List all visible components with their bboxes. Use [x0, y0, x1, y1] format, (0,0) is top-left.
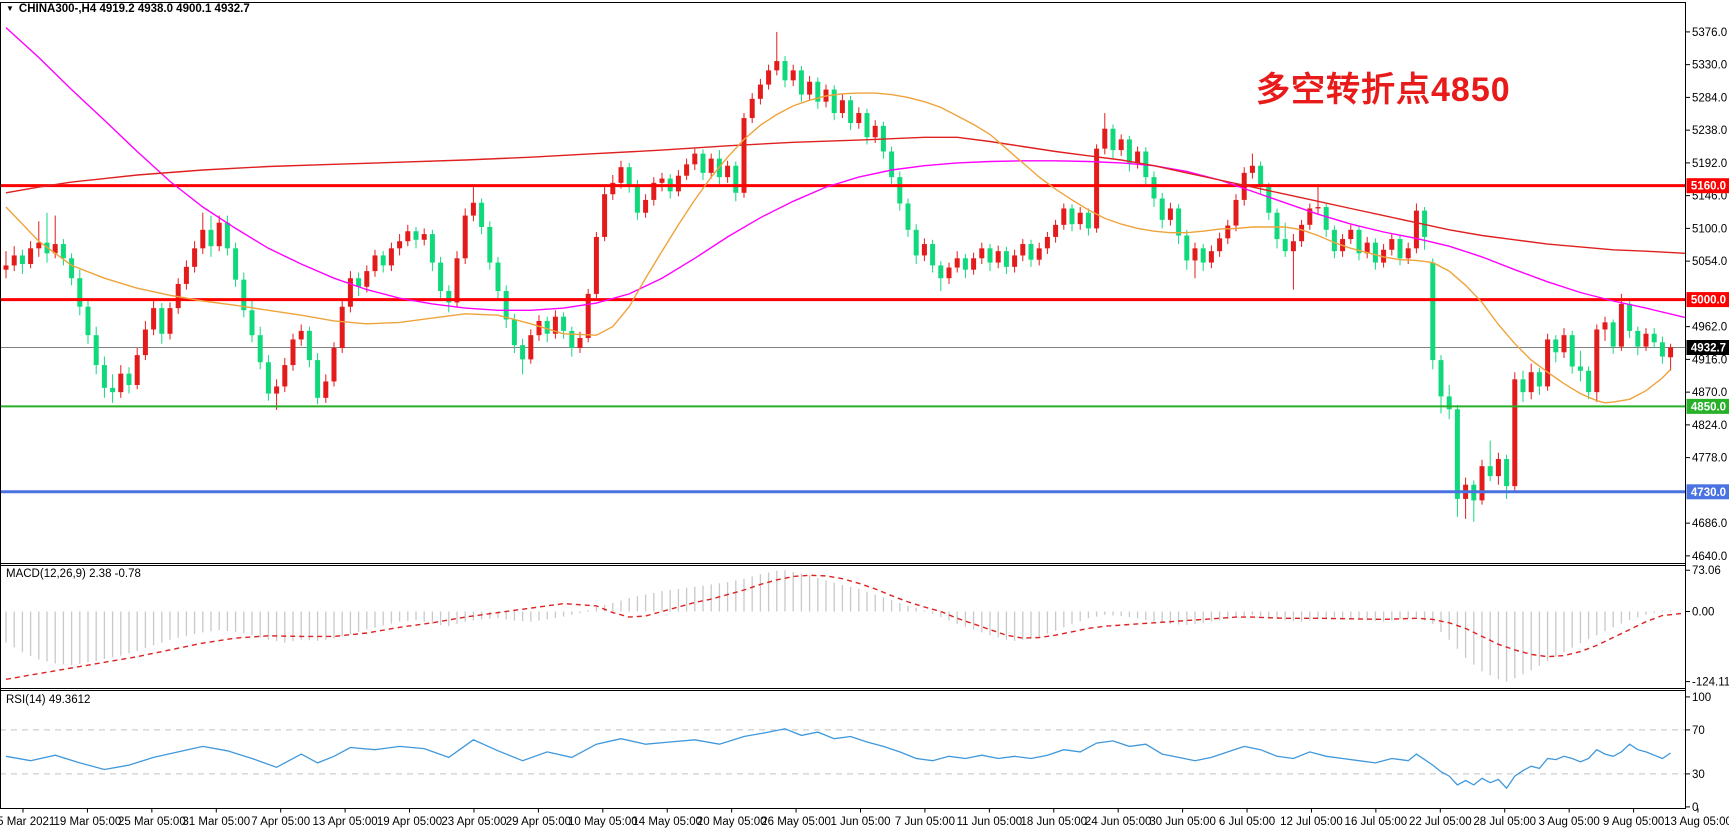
svg-text:5054.0: 5054.0: [1692, 256, 1727, 268]
svg-text:26 May 05:00: 26 May 05:00: [761, 816, 831, 828]
panel-borders: [0, 2, 1686, 809]
svg-text:5376.0: 5376.0: [1692, 27, 1727, 39]
chevron-down-icon[interactable]: ▼: [6, 4, 14, 13]
svg-text:5100.0: 5100.0: [1692, 223, 1727, 235]
svg-text:4686.0: 4686.0: [1692, 518, 1727, 530]
svg-text:19 Mar 05:00: 19 Mar 05:00: [54, 816, 122, 828]
svg-text:20 May 05:00: 20 May 05:00: [697, 816, 767, 828]
svg-text:6 Jul 05:00: 6 Jul 05:00: [1219, 816, 1275, 828]
svg-text:4824.0: 4824.0: [1692, 420, 1727, 432]
svg-text:5000.0: 5000.0: [1691, 295, 1726, 307]
svg-text:11 Jun 05:00: 11 Jun 05:00: [957, 816, 1023, 828]
ma-slow-red: [5, 136, 1686, 254]
symbol-info-bar: ▼ CHINA300-,H4 4919.2 4938.0 4900.1 4932…: [6, 3, 250, 15]
annotation-text: 多空转折点4850: [1256, 71, 1511, 109]
svg-text:14 May 05:00: 14 May 05:00: [632, 816, 702, 828]
svg-text:25 Mar 05:00: 25 Mar 05:00: [118, 816, 186, 828]
svg-text:30: 30: [1692, 769, 1705, 781]
svg-text:7 Jun 05:00: 7 Jun 05:00: [895, 816, 955, 828]
rsi-indicator-label: RSI(14) 49.3612: [6, 694, 91, 706]
svg-text:4870.0: 4870.0: [1692, 387, 1727, 399]
ma-mid-orange: [5, 92, 1672, 404]
svg-text:5160.0: 5160.0: [1691, 181, 1726, 193]
svg-text:19 Apr 05:00: 19 Apr 05:00: [377, 816, 442, 828]
svg-text:-124.11: -124.11: [1692, 677, 1729, 689]
svg-text:0.00: 0.00: [1692, 607, 1714, 619]
svg-text:29 Apr 05:00: 29 Apr 05:00: [506, 816, 571, 828]
symbol-ohlc-text: CHINA300-,H4 4919.2 4938.0 4900.1 4932.7: [18, 3, 250, 15]
svg-text:0: 0: [1692, 802, 1698, 814]
svg-text:4932.7: 4932.7: [1691, 342, 1726, 354]
svg-text:1 Jun 05:00: 1 Jun 05:00: [830, 816, 890, 828]
svg-text:4778.0: 4778.0: [1692, 453, 1727, 465]
svg-text:15 Mar 2021: 15 Mar 2021: [0, 816, 55, 828]
svg-text:28 Jul 05:00: 28 Jul 05:00: [1473, 816, 1536, 828]
price-axis: 5376.0 5330.0 5284.0 5238.0 5192.0 5146.0 5100…: [1685, 27, 1729, 563]
svg-text:5284.0: 5284.0: [1692, 92, 1727, 104]
macd-panel: [5, 570, 1686, 682]
svg-text:100: 100: [1692, 692, 1711, 704]
candlestick-series: [3, 31, 1674, 522]
svg-text:16 Jul 05:00: 16 Jul 05:00: [1345, 816, 1408, 828]
svg-text:13 Apr 05:00: 13 Apr 05:00: [312, 816, 377, 828]
svg-text:4962.0: 4962.0: [1692, 322, 1727, 334]
svg-text:24 Jun 05:00: 24 Jun 05:00: [1085, 816, 1152, 828]
svg-text:23 Apr 05:00: 23 Apr 05:00: [441, 816, 506, 828]
svg-text:5146.0: 5146.0: [1692, 191, 1727, 203]
moving-averages: [5, 27, 1686, 404]
svg-text:12 Jul 05:00: 12 Jul 05:00: [1280, 816, 1343, 828]
svg-text:4850.0: 4850.0: [1691, 401, 1726, 413]
svg-text:22 Jul 05:00: 22 Jul 05:00: [1409, 816, 1472, 828]
svg-text:5192.0: 5192.0: [1692, 158, 1727, 170]
svg-text:70: 70: [1692, 725, 1705, 737]
ma-fast-magenta: [5, 27, 1686, 319]
rsi-panel: [0, 728, 1685, 790]
indicator-axes: 73.06 0.00 -124.11 100 70 30 0: [1685, 565, 1729, 814]
svg-text:4730.0: 4730.0: [1691, 487, 1726, 499]
svg-text:73.06: 73.06: [1692, 565, 1721, 577]
svg-text:3 Aug 05:00: 3 Aug 05:00: [1538, 816, 1599, 828]
svg-text:5330.0: 5330.0: [1692, 60, 1727, 72]
price-level-lines: [0, 184, 1685, 494]
svg-text:4640.0: 4640.0: [1692, 551, 1727, 563]
svg-text:31 Mar 05:00: 31 Mar 05:00: [182, 816, 250, 828]
svg-text:10 May 05:00: 10 May 05:00: [568, 816, 638, 828]
svg-text:9 Aug 05:00: 9 Aug 05:00: [1603, 816, 1664, 828]
svg-text:13 Aug 05:00: 13 Aug 05:00: [1664, 816, 1729, 828]
svg-text:30 Jun 05:00: 30 Jun 05:00: [1149, 816, 1216, 828]
svg-text:4916.0: 4916.0: [1692, 354, 1727, 366]
macd-indicator-label: MACD(12,26,9) 2.38 -0.78: [6, 568, 141, 580]
svg-text:7 Apr 05:00: 7 Apr 05:00: [251, 816, 310, 828]
svg-text:18 Jun 05:00: 18 Jun 05:00: [1021, 816, 1088, 828]
svg-text:5238.0: 5238.0: [1692, 125, 1727, 137]
